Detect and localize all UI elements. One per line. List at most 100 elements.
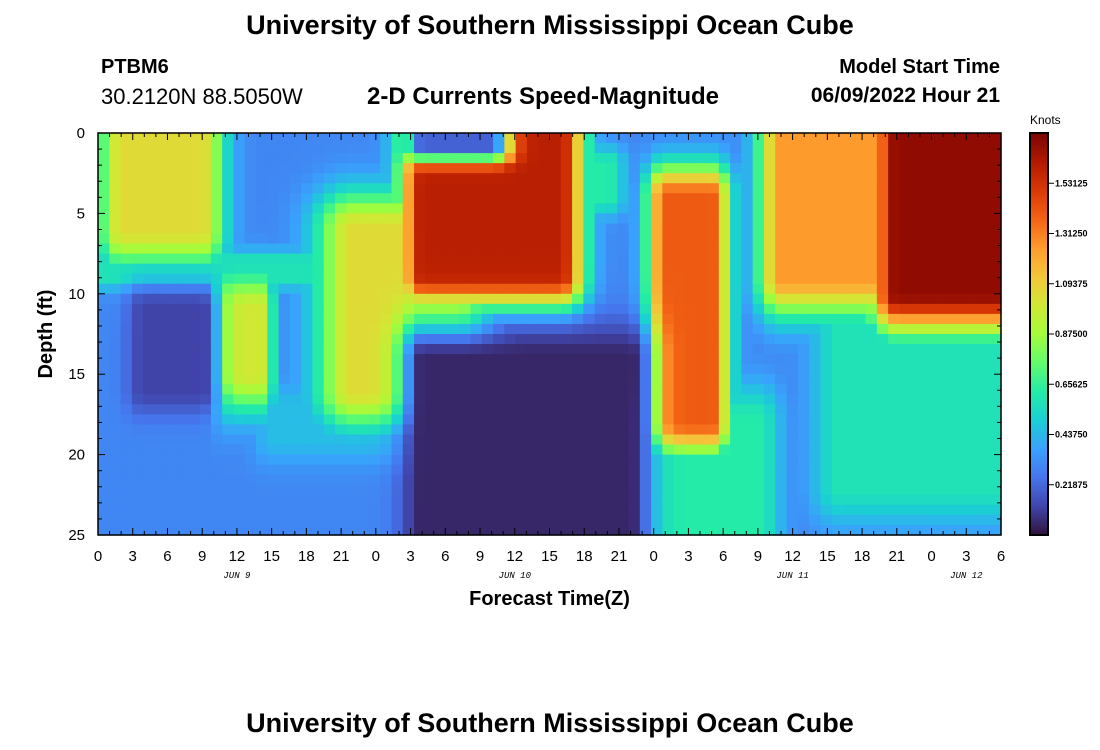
heatmap-cell	[560, 163, 573, 174]
heatmap-cell	[944, 494, 957, 506]
heatmap-cell	[402, 504, 415, 516]
heatmap-cell	[854, 384, 867, 395]
heatmap-cell	[481, 233, 494, 245]
heatmap-cell	[572, 233, 584, 245]
heatmap-cell	[233, 243, 246, 255]
heatmap-cell	[244, 133, 257, 144]
heatmap-cell	[188, 253, 201, 265]
heatmap-cell	[481, 394, 494, 405]
heatmap-cell	[199, 273, 212, 285]
heatmap-cell	[549, 143, 562, 154]
heatmap-cell	[425, 253, 438, 265]
heatmap-cell	[402, 273, 415, 285]
heatmap-cell	[447, 504, 460, 516]
heatmap-cell	[515, 173, 528, 184]
heatmap-cell	[718, 414, 731, 426]
heatmap-cell	[538, 193, 551, 204]
heatmap-cell	[752, 143, 765, 154]
heatmap-cell	[854, 223, 867, 235]
heatmap-cell	[368, 434, 381, 446]
heatmap-cell	[854, 263, 867, 275]
heatmap-cell	[323, 404, 336, 415]
heatmap-cell	[730, 494, 742, 506]
heatmap-cell	[165, 524, 178, 536]
heatmap-cell	[707, 213, 720, 225]
heatmap-cell	[188, 484, 201, 496]
heatmap-cell	[391, 434, 404, 446]
heatmap-cell	[651, 323, 663, 335]
heatmap-cell	[131, 334, 144, 345]
heatmap-cell	[933, 133, 946, 144]
heatmap-cell	[696, 143, 709, 154]
heatmap-cell	[380, 404, 393, 415]
heatmap-cell	[560, 153, 573, 164]
heatmap-cell	[233, 233, 246, 245]
heatmap-cell	[549, 233, 562, 245]
heatmap-cell	[188, 203, 201, 214]
heatmap-cell	[594, 133, 607, 144]
heatmap-cell	[346, 253, 359, 265]
heatmap-cell	[707, 243, 720, 255]
heatmap-cell	[752, 464, 765, 476]
heatmap-cell	[493, 384, 505, 395]
heatmap-cell	[572, 153, 584, 164]
heatmap-cell	[707, 384, 720, 395]
heatmap-cell	[436, 273, 449, 285]
heatmap-cell	[504, 173, 517, 184]
heatmap-cell	[481, 444, 494, 456]
heatmap-cell	[651, 464, 663, 476]
heatmap-cell	[233, 303, 246, 315]
heatmap-cell	[177, 434, 189, 446]
heatmap-cell	[967, 414, 980, 426]
heatmap-cell	[673, 193, 686, 204]
heatmap-cell	[763, 243, 776, 255]
heatmap-cell	[188, 293, 201, 305]
heatmap-cell	[109, 434, 122, 446]
heatmap-cell	[560, 504, 573, 516]
y-tick-label: 15	[68, 366, 85, 383]
heatmap-cell	[289, 374, 302, 385]
heatmap-cell	[188, 374, 201, 385]
heatmap-cell	[876, 273, 889, 285]
heatmap-cell	[809, 464, 821, 476]
heatmap-cell	[978, 253, 991, 265]
heatmap-cell	[278, 524, 291, 536]
heatmap-cell	[470, 173, 483, 184]
heatmap-cell	[526, 384, 539, 395]
heatmap-cell	[741, 303, 754, 315]
heatmap-cell	[357, 203, 370, 214]
heatmap-cell	[628, 143, 641, 154]
heatmap-cell	[538, 293, 551, 305]
heatmap-cell	[786, 263, 799, 275]
heatmap-cell	[301, 514, 314, 526]
heatmap-cell	[312, 424, 325, 436]
heatmap-cell	[436, 524, 449, 536]
heatmap-cell	[696, 193, 709, 204]
heatmap-cell	[684, 273, 697, 285]
heatmap-cell	[775, 323, 788, 335]
heatmap-cell	[289, 133, 302, 144]
heatmap-cell	[628, 153, 641, 164]
heatmap-cell	[617, 173, 630, 184]
heatmap-cell	[707, 203, 720, 214]
heatmap-cell	[888, 133, 901, 144]
heatmap-cell	[380, 494, 393, 506]
heatmap-cell	[865, 504, 878, 516]
heatmap-cell	[538, 203, 551, 214]
heatmap-cell	[899, 384, 912, 395]
heatmap-cell	[955, 233, 968, 245]
heatmap-cell	[684, 364, 697, 375]
heatmap-cell	[526, 203, 539, 214]
heatmap-cell	[730, 504, 742, 516]
heatmap-cell	[820, 133, 833, 144]
heatmap-cell	[741, 444, 754, 456]
heatmap-cell	[876, 334, 889, 345]
heatmap-cell	[955, 183, 968, 194]
heatmap-cell	[910, 504, 923, 516]
heatmap-cell	[98, 303, 110, 315]
heatmap-cell	[165, 153, 178, 164]
heatmap-cell	[707, 273, 720, 285]
heatmap-cell	[210, 313, 223, 325]
heatmap-cell	[459, 334, 472, 345]
heatmap-cell	[312, 434, 325, 446]
